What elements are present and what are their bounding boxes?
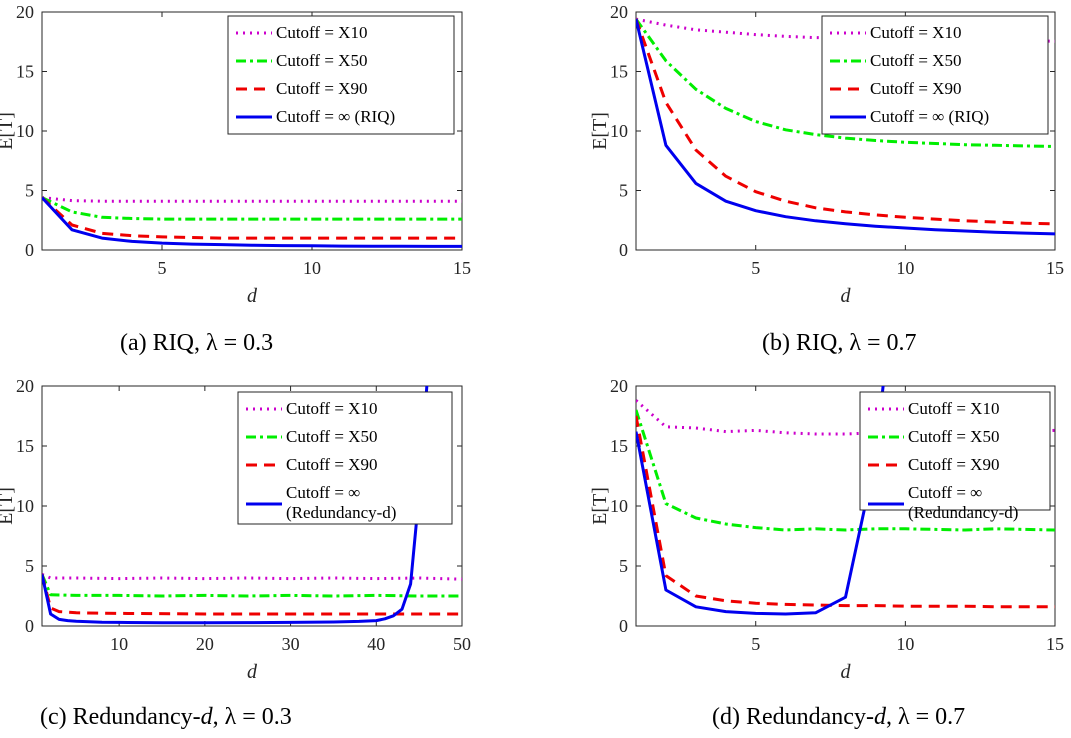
y-axis-label: E[T] <box>0 487 17 525</box>
legend-label-1: Cutoff = X50 <box>870 51 961 70</box>
legend: Cutoff = X10 Cutoff = X50 Cutoff = X90 Cuto… <box>821 15 1049 135</box>
y-tick-label: 15 <box>16 62 34 82</box>
legend-box <box>859 391 1051 511</box>
x-tick-label: 10 <box>896 258 914 278</box>
x-axis-label: d <box>247 285 258 307</box>
x-tick-label: 30 <box>282 634 300 654</box>
x-tick-label: 20 <box>196 634 214 654</box>
y-tick-label: 5 <box>619 556 628 576</box>
caption-a: (a) RIQ, λ = 0.3 <box>120 330 274 356</box>
y-tick-label: 20 <box>610 376 628 396</box>
series-line-1 <box>42 573 462 598</box>
x-axis-label: d <box>841 285 852 307</box>
legend-label-3: Cutoff = ∞ (RIQ) <box>870 107 989 126</box>
series-group <box>42 386 462 625</box>
y-tick-label: 15 <box>16 436 34 456</box>
y-tick-label: 5 <box>25 181 34 201</box>
series-line-3 <box>636 18 1055 236</box>
y-tick-label: 10 <box>16 496 34 516</box>
legend-label-2: Cutoff = X90 <box>908 455 999 474</box>
legend-label-0: Cutoff = X10 <box>276 23 367 42</box>
series-line-0 <box>42 573 462 581</box>
y-tick-label: 20 <box>16 376 34 396</box>
y-tick-label: 0 <box>619 240 628 260</box>
series-line-3 <box>636 386 885 616</box>
y-tick-label: 15 <box>610 436 628 456</box>
series-line-1 <box>636 409 1055 532</box>
x-tick-label: 5 <box>751 634 760 654</box>
legend: Cutoff = X10 Cutoff = X50 Cutoff = X90 Cuto… <box>227 15 455 135</box>
series-line-2 <box>42 574 462 616</box>
y-tick-label: 10 <box>16 121 34 141</box>
series-line-3 <box>42 196 462 248</box>
y-tick-label: 10 <box>610 121 628 141</box>
series-group <box>636 386 1055 616</box>
legend: Cutoff = X10 Cutoff = X50 Cutoff = X90 Cuto… <box>859 391 1051 522</box>
series-line-1 <box>636 18 1055 148</box>
legend-label-3-line2: (Redundancy-d) <box>286 503 396 522</box>
x-tick-label: 10 <box>110 634 128 654</box>
legend-box <box>821 15 1049 135</box>
legend-box <box>237 391 453 525</box>
series-line-2 <box>636 18 1055 226</box>
y-tick-label: 5 <box>619 181 628 201</box>
legend-label-1: Cutoff = X50 <box>286 427 377 446</box>
series-line-2 <box>636 415 1055 609</box>
y-tick-label: 5 <box>25 556 34 576</box>
legend-label-1: Cutoff = X50 <box>276 51 367 70</box>
caption-c: (c) Redundancy-d, λ = 0.3 <box>40 704 292 730</box>
legend-box <box>227 15 455 135</box>
legend-label-3: Cutoff = ∞ <box>908 483 982 502</box>
x-tick-label: 15 <box>453 258 471 278</box>
caption-b: (b) RIQ, λ = 0.7 <box>762 330 917 356</box>
legend-label-2: Cutoff = X90 <box>870 79 961 98</box>
x-tick-label: 5 <box>158 258 167 278</box>
x-tick-label: 40 <box>367 634 385 654</box>
y-tick-label: 10 <box>610 496 628 516</box>
y-tick-label: 20 <box>16 2 34 22</box>
legend-label-3: Cutoff = ∞ <box>286 483 360 502</box>
legend: Cutoff = X10 Cutoff = X50 Cutoff = X90 Cuto… <box>237 391 453 525</box>
x-tick-label: 15 <box>1046 634 1064 654</box>
y-tick-label: 15 <box>610 62 628 82</box>
y-axis-label: E[T] <box>589 487 611 525</box>
legend-label-3-line2: (Redundancy-d) <box>908 503 1018 522</box>
x-tick-label: 15 <box>1046 258 1064 278</box>
legend-label-2: Cutoff = X90 <box>286 455 377 474</box>
y-tick-label: 20 <box>610 2 628 22</box>
legend-label-0: Cutoff = X10 <box>870 23 961 42</box>
x-axis-label: d <box>841 661 852 683</box>
y-tick-label: 0 <box>25 240 34 260</box>
x-axis-label: d <box>247 661 258 683</box>
y-axis-label: E[T] <box>0 112 17 150</box>
legend-label-1: Cutoff = X50 <box>908 427 999 446</box>
legend-label-0: Cutoff = X10 <box>286 399 377 418</box>
series-group <box>42 196 462 248</box>
x-tick-label: 50 <box>453 634 471 654</box>
x-tick-label: 10 <box>896 634 914 654</box>
x-tick-label: 5 <box>751 258 760 278</box>
series-line-2 <box>42 196 462 240</box>
series-line-3 <box>42 386 429 625</box>
y-tick-label: 0 <box>25 616 34 636</box>
legend-label-3: Cutoff = ∞ (RIQ) <box>276 107 395 126</box>
caption-d: (d) Redundancy-d, λ = 0.7 <box>712 704 966 730</box>
y-axis-label: E[T] <box>589 112 611 150</box>
series-line-0 <box>42 196 462 203</box>
legend-label-2: Cutoff = X90 <box>276 79 367 98</box>
series-line-1 <box>42 196 462 221</box>
legend-label-0: Cutoff = X10 <box>908 399 999 418</box>
y-tick-label: 0 <box>619 616 628 636</box>
x-tick-label: 10 <box>303 258 321 278</box>
